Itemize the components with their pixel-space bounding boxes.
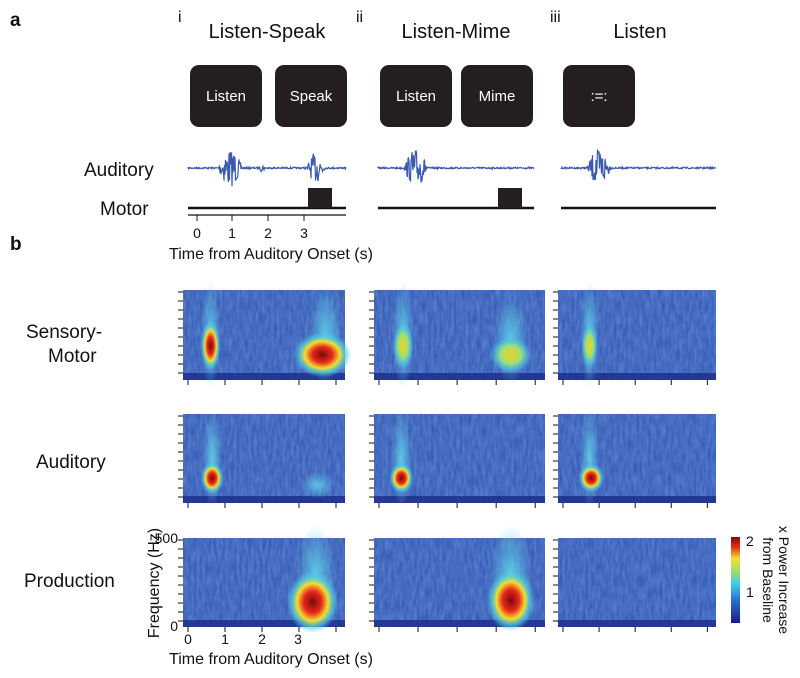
panel-label: b: [10, 234, 22, 255]
activation: [286, 570, 339, 634]
numeral: ii: [356, 9, 363, 26]
cue-text: Speak: [290, 88, 333, 105]
cue-box: [563, 65, 635, 127]
x-tick-label: 2: [264, 225, 272, 241]
spectrogram-texture: [558, 538, 716, 627]
x-tick-label: 0: [184, 631, 192, 647]
spectrogram-floor: [374, 373, 545, 380]
spectrogram-floor: [183, 620, 345, 627]
spectrogram-floor: [558, 373, 716, 380]
condition-title: Listen: [613, 21, 666, 43]
spectrogram: [178, 524, 345, 634]
y-axis-label: Frequency (Hz): [146, 528, 163, 638]
x-tick-label: 3: [294, 631, 302, 647]
x-axis-label: Time from Auditory Onset (s): [169, 651, 373, 668]
waveform: [187, 152, 347, 187]
activation: [293, 332, 352, 378]
cue-text: Listen: [396, 88, 436, 105]
y-tick-label: 0: [170, 618, 178, 634]
row-label: Auditory: [84, 160, 154, 181]
spectrogram-floor: [183, 373, 345, 380]
spectrogram-floor: [374, 620, 545, 627]
spectrogram-floor: [183, 496, 345, 503]
activation: [486, 569, 535, 632]
motor-traces: [188, 188, 716, 210]
motor-block: [498, 188, 522, 208]
row-label: Motor: [48, 346, 97, 367]
row-label: Sensory-: [26, 322, 102, 343]
colorbar-tick: 1: [746, 584, 754, 600]
colorbar-label: x Power Increase: [776, 526, 792, 634]
numeral: i: [178, 9, 182, 26]
spectrogram-floor: [374, 496, 545, 503]
cue-box: [461, 65, 533, 127]
activation: [392, 322, 414, 370]
spectrogram: [553, 281, 716, 389]
row-label: Auditory: [36, 452, 106, 473]
cue-text: Mime: [479, 88, 516, 105]
activation: [490, 336, 532, 373]
spectrogram: [369, 524, 545, 632]
activation: [200, 462, 224, 495]
spectrogram: [369, 409, 545, 508]
cue-box: [380, 65, 452, 127]
x-tick-label: 0: [193, 225, 201, 241]
activation: [389, 462, 414, 494]
activation: [578, 463, 604, 493]
spectrogram: [178, 281, 352, 389]
activation: [301, 471, 334, 499]
x-tick-label: 3: [300, 225, 308, 241]
colorbar-label: from Baseline: [760, 537, 776, 623]
cue-boxes: Listen Speak Listen Mime :=:: [190, 65, 635, 127]
activation: [581, 323, 598, 369]
cue-text: Listen: [206, 88, 246, 105]
x-tick-label: 1: [228, 225, 236, 241]
activation: [200, 320, 221, 371]
condition-title: Listen-Mime: [402, 21, 511, 43]
colorbar-tick: 2: [746, 533, 754, 549]
x-axis-label: Time from Auditory Onset (s): [169, 246, 373, 263]
spectrogram: [178, 409, 345, 508]
row-label: Motor: [100, 199, 149, 220]
cue-box: [275, 65, 347, 127]
spectrogram: [553, 538, 716, 632]
row-label: Production: [24, 571, 115, 592]
motor-block: [308, 188, 332, 208]
activation: [580, 409, 600, 508]
y-tick-label: 500: [155, 530, 179, 546]
colorbar: [731, 537, 740, 623]
spectrogram-floor: [558, 620, 716, 627]
numeral: iii: [550, 9, 561, 26]
x-tick-label: 2: [258, 631, 266, 647]
x-tick-label: 1: [221, 631, 229, 647]
waveform: [560, 149, 717, 181]
spectrogram: [369, 281, 545, 389]
panel-label: a: [10, 10, 21, 31]
cue-text: :=:: [590, 88, 607, 105]
waveform: [377, 149, 535, 183]
condition-title: Listen-Speak: [209, 21, 327, 43]
spectrogram-floor: [558, 496, 716, 503]
spectrogram: [553, 409, 716, 508]
cue-box: [190, 65, 262, 127]
